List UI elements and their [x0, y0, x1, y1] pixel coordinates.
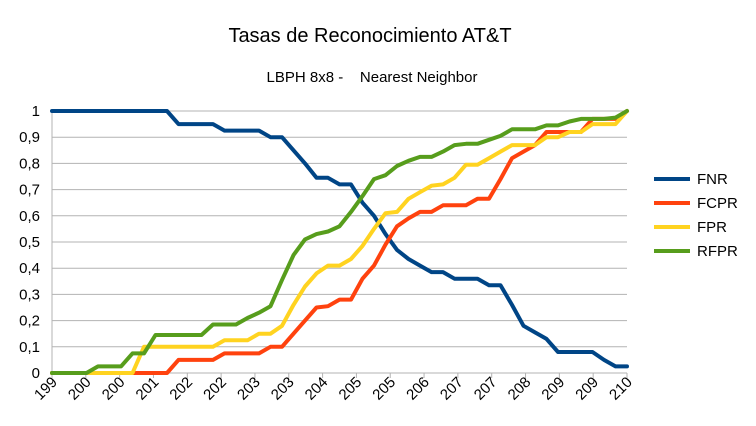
x-tick-label: 209 [572, 374, 602, 404]
y-tick-label: 0,5 [19, 234, 40, 251]
y-tick-label: 0,8 [19, 155, 40, 172]
y-tick-label: 0,6 [19, 208, 40, 225]
plot-area [50, 109, 629, 375]
y-axis-ticks: 0 0,1 0,2 0,3 0,4 0,5 0,6 0,7 0,8 0,9 1 [19, 103, 40, 382]
x-tick-label: 204 [302, 374, 332, 404]
series-line-fcpr [50, 109, 629, 375]
x-tick-label: 209 [538, 374, 568, 404]
x-tick-label: 203 [268, 374, 298, 404]
chart-subtitle: LBPH 8x8 - Nearest Neighbor [267, 69, 478, 86]
series-line-rfpr [50, 109, 629, 375]
x-tick-label: 207 [471, 374, 501, 404]
x-tick-label: 208 [505, 374, 535, 404]
x-tick-label: 207 [437, 374, 467, 404]
x-tick-label: 205 [369, 374, 399, 404]
chart-title: Tasas de Reconocimiento AT&T [228, 25, 511, 47]
x-tick-label: 202 [200, 374, 230, 404]
legend-label-fnr: FNR [697, 171, 728, 188]
legend-label-rfpr: RFPR [697, 243, 738, 260]
x-tick-label: 201 [133, 374, 163, 404]
x-tick-label: 205 [336, 374, 366, 404]
y-tick-label: 0,1 [19, 339, 40, 356]
y-tick-label: 1 [32, 103, 40, 120]
y-tick-label: 0,7 [19, 182, 40, 199]
x-tick-label: 206 [403, 374, 433, 404]
x-tick-label: 203 [234, 374, 264, 404]
legend-label-fpr: FPR [697, 219, 727, 236]
y-tick-label: 0 [32, 365, 40, 382]
legend: FNR FCPR FPR RFPR [654, 171, 738, 260]
y-tick-label: 0,9 [19, 129, 40, 146]
y-tick-label: 0,3 [19, 286, 40, 303]
y-tick-label: 0,2 [19, 313, 40, 330]
x-tick-label: 210 [606, 374, 636, 404]
legend-label-fcpr: FCPR [697, 195, 738, 212]
y-tick-label: 0,4 [19, 260, 40, 277]
x-axis-ticks: 199 200 200 201 202 202 203 203 204 205 205 206 207 2… [31, 373, 636, 404]
x-tick-label: 200 [99, 374, 129, 404]
x-tick-label: 200 [65, 374, 95, 404]
series-line-fnr [50, 109, 629, 369]
x-tick-label: 202 [166, 374, 196, 404]
